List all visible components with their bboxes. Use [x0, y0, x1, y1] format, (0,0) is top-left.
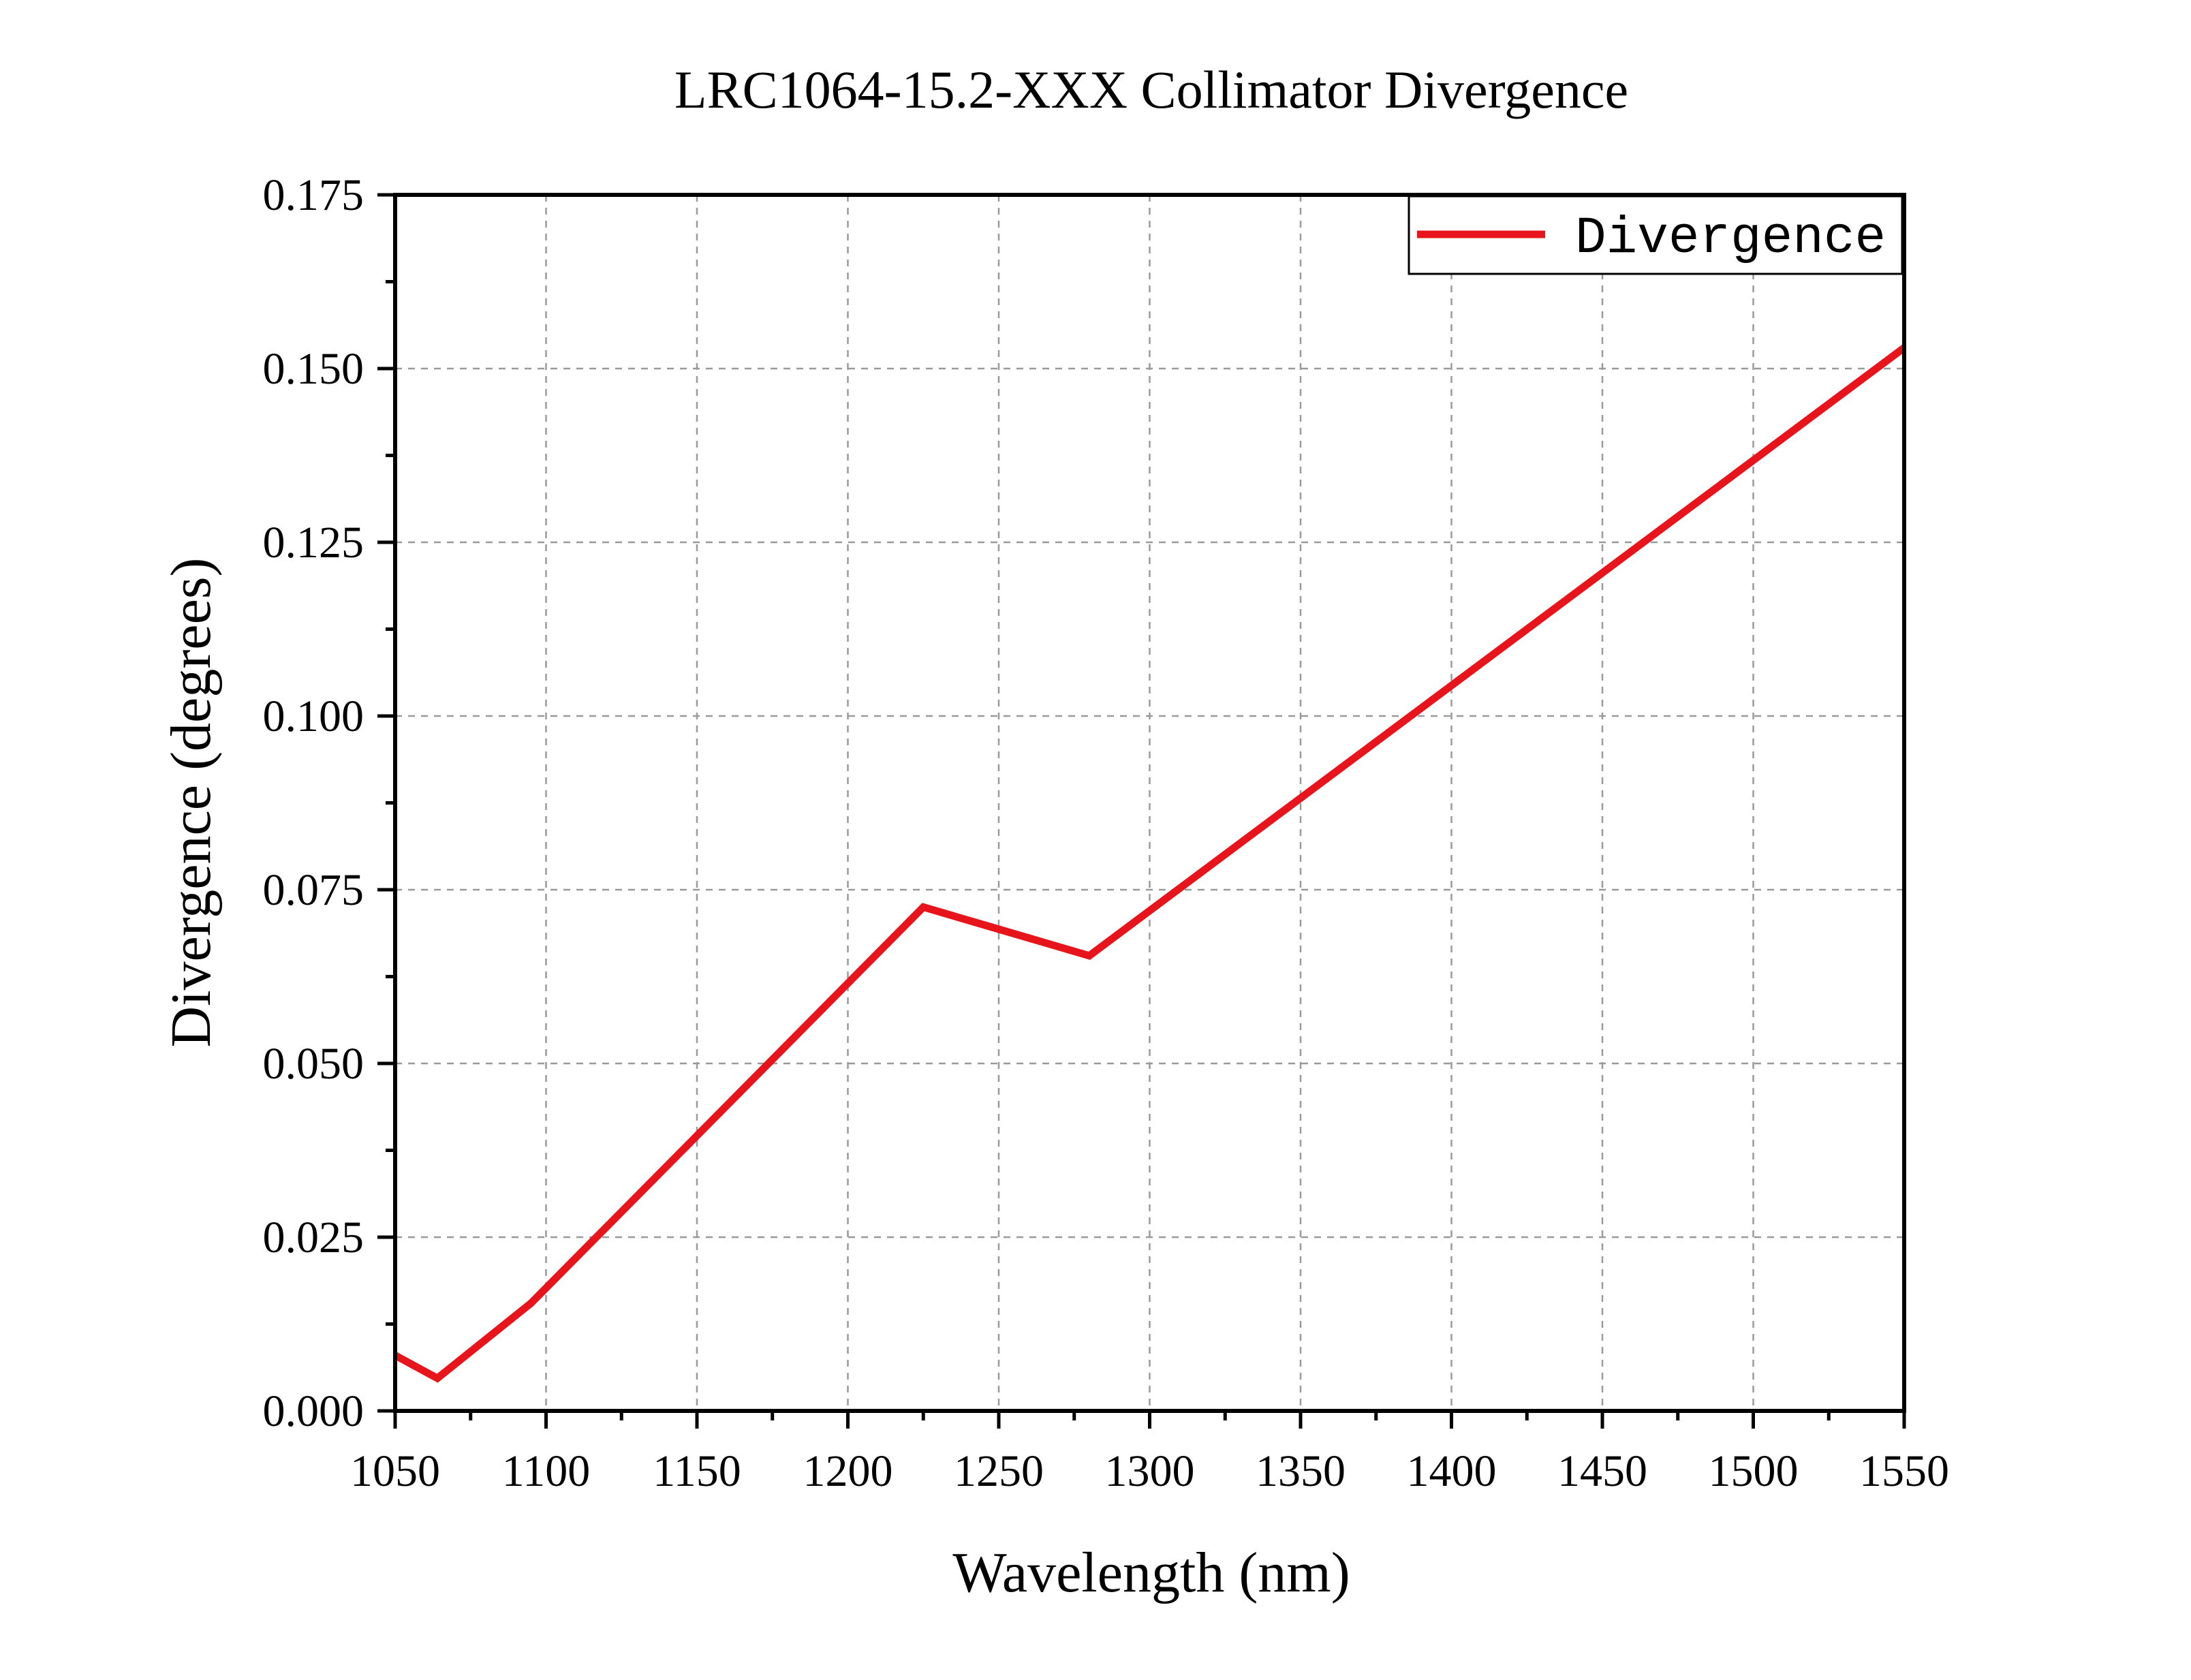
y-tick-label: 0.025	[263, 1213, 364, 1262]
legend-label-divergence: Divergence	[1575, 209, 1886, 268]
x-axis-label: Wavelength (nm)	[952, 1541, 1350, 1604]
x-tick-label: 1250	[954, 1446, 1044, 1496]
x-tick-label: 1300	[1105, 1446, 1195, 1496]
y-tick-label: 0.125	[263, 518, 364, 567]
x-tick-label: 1150	[653, 1446, 741, 1496]
x-tick-label: 1450	[1557, 1446, 1647, 1496]
y-tick-label: 0.100	[263, 691, 364, 741]
legend: Divergence	[1409, 196, 1902, 274]
x-tick-label: 1550	[1859, 1446, 1949, 1496]
y-tick-label: 0.050	[263, 1039, 364, 1089]
x-tick-label: 1350	[1256, 1446, 1346, 1496]
x-tick-label: 1200	[803, 1446, 893, 1496]
chart-title: LRC1064-15.2-XXX Collimator Divergence	[674, 60, 1628, 119]
y-axis-label: Divergence (degrees)	[159, 557, 223, 1047]
y-tick-label: 0.075	[263, 865, 364, 915]
y-tick-label: 0.000	[263, 1386, 364, 1436]
x-tick-label: 1500	[1709, 1446, 1799, 1496]
y-tick-label: 0.175	[263, 170, 364, 220]
x-tick-label: 1400	[1407, 1446, 1497, 1496]
y-tick-label: 0.150	[263, 344, 364, 394]
x-tick-label: 1050	[350, 1446, 440, 1496]
x-tick-label: 1100	[502, 1446, 591, 1496]
